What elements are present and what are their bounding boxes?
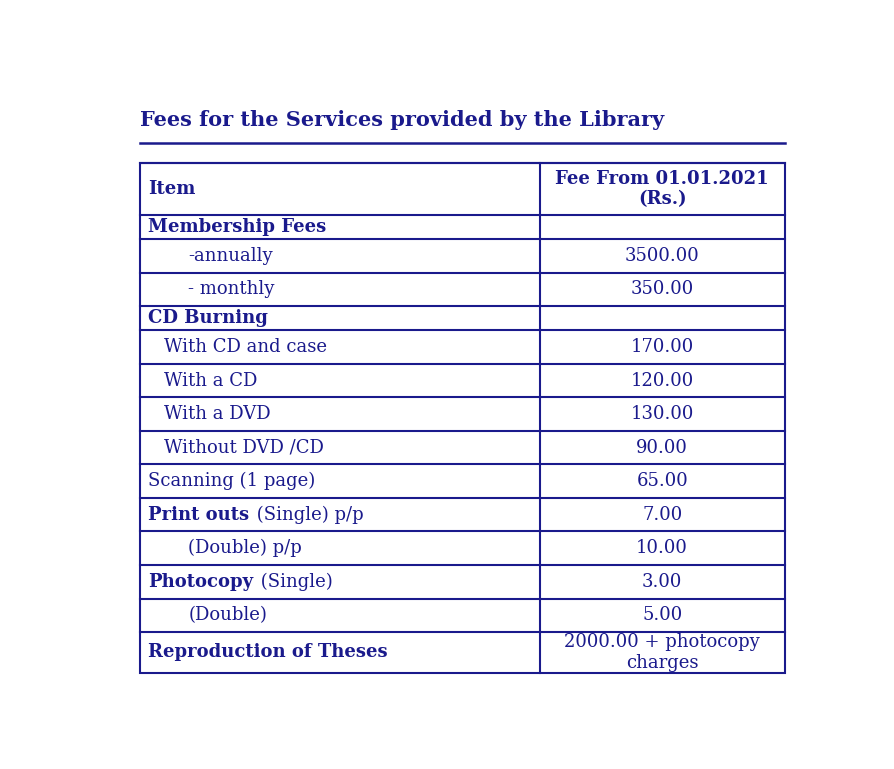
Text: With a DVD: With a DVD <box>164 405 270 423</box>
Text: - monthly: - monthly <box>188 280 274 298</box>
Text: (Single) p/p: (Single) p/p <box>251 505 363 524</box>
Text: With CD and case: With CD and case <box>164 338 326 356</box>
Text: 350.00: 350.00 <box>629 280 693 298</box>
Text: 5.00: 5.00 <box>641 606 681 624</box>
Text: Membership Fees: Membership Fees <box>148 218 325 236</box>
Text: (Double): (Double) <box>188 606 266 624</box>
Text: Without DVD /CD: Without DVD /CD <box>164 438 324 457</box>
Text: 7.00: 7.00 <box>641 506 681 524</box>
Text: 130.00: 130.00 <box>629 405 693 423</box>
Text: 65.00: 65.00 <box>636 472 687 490</box>
Text: 3500.00: 3500.00 <box>624 247 699 265</box>
Text: Item: Item <box>148 180 195 198</box>
Text: (Double) p/p: (Double) p/p <box>188 539 301 558</box>
Text: 90.00: 90.00 <box>636 438 687 457</box>
Text: CD Burning: CD Burning <box>148 309 267 328</box>
Text: -annually: -annually <box>188 247 273 265</box>
Text: 170.00: 170.00 <box>629 338 693 356</box>
Text: Scanning (1 page): Scanning (1 page) <box>148 472 315 491</box>
Text: 2000.00 + photocopy
charges: 2000.00 + photocopy charges <box>563 633 759 671</box>
Text: 3.00: 3.00 <box>641 573 681 591</box>
Text: Fees for the Services provided by the Library: Fees for the Services provided by the Li… <box>139 110 663 130</box>
Text: Print outs: Print outs <box>148 506 249 524</box>
Text: Reproduction of Theses: Reproduction of Theses <box>148 644 387 661</box>
Text: With a CD: With a CD <box>164 371 257 390</box>
Text: 10.00: 10.00 <box>636 539 687 558</box>
Text: (Single): (Single) <box>255 573 333 591</box>
Text: Photocopy: Photocopy <box>148 573 253 591</box>
Text: Fee From 01.01.2021
(Rs.): Fee From 01.01.2021 (Rs.) <box>554 170 768 208</box>
Text: 120.00: 120.00 <box>629 371 693 390</box>
